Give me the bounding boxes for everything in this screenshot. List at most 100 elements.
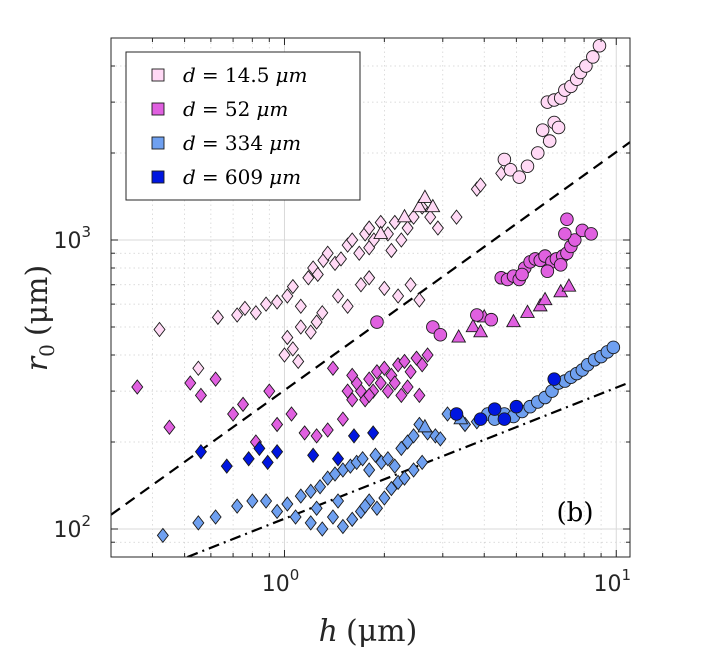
diamond-point [271,416,284,433]
diamond-point [253,440,266,457]
diamond-point [346,367,359,384]
legend-value: = 334 [202,131,263,155]
diamond-point [310,428,323,444]
diamond-point [388,214,401,231]
diamond-point [242,451,255,467]
diamond-point [416,454,429,471]
diamond-point [314,479,327,495]
diamond-point [395,232,408,248]
diamond-point [304,483,317,500]
x-tick-base: 10 [593,572,621,597]
diamond-point [367,425,380,441]
diamond-point [236,396,250,413]
circle-point [551,120,566,135]
triangle-point [411,198,427,213]
diamond-point [336,411,349,427]
diamond-point [192,515,205,531]
diamond-point [341,383,354,399]
x-tick-exponent: 1 [621,566,631,584]
y-tick-label: 102 [53,512,91,543]
diamond-point [413,292,426,308]
diamond-point [378,280,391,297]
legend-unit: μm [256,97,288,121]
triangle-point [425,198,441,213]
triangle-point [537,291,553,306]
diamond-point [304,515,317,531]
diamond-point [346,232,359,248]
diamond-point [286,341,299,357]
diamond-point [385,480,398,497]
circle-point [470,308,484,322]
diamond-point [421,347,434,363]
diamond-point [378,360,391,376]
legend-variable: d [183,165,196,189]
diamond-point [404,364,417,380]
diamond-point [292,353,305,370]
diamond-point [388,375,401,391]
diamond-point [401,379,414,395]
diamond-point [398,353,411,370]
triangle-point [519,304,535,318]
diamond-point [378,490,391,506]
circle-point [473,412,488,426]
y-axis-subscript: 0 [35,344,59,357]
diamond-point [271,503,284,520]
diamond-point [363,371,376,387]
circle-point [558,227,572,241]
circle-point [433,328,448,342]
diamond-point [331,451,345,467]
legend-label: d = 52 μm [183,97,288,121]
legend-variable: d [183,97,196,121]
circle-point [540,264,555,278]
diamond-point [346,511,359,528]
x-axis-unit: (μm) [346,614,417,649]
series-group [153,39,607,376]
diamond-point [263,383,276,399]
diamond-point [363,462,376,478]
circle-point [509,399,524,414]
diamond-point [431,220,444,236]
triangle-point [561,278,577,292]
legend-swatch [151,102,165,116]
circle-point [606,340,621,355]
x-tick-exponent: 0 [290,566,300,584]
legend-swatch [151,170,165,184]
legend-label: d = 609 μm [183,165,301,189]
diamond-point [184,375,197,391]
diamond-point [353,245,366,261]
circle-point [370,315,384,329]
diamond-point [310,314,323,330]
diamond-point [220,458,233,474]
diamond-point [407,462,420,478]
diamond-point [374,375,387,391]
diamond-point [370,500,383,516]
diamond-point [285,406,298,422]
triangle-point [396,208,413,223]
x-tick-base: 10 [262,572,290,597]
diamond-point [407,428,420,444]
diamond-point [356,451,369,467]
circle-point [520,159,535,173]
y-tick-exponent: 3 [81,223,91,241]
diamond-point [369,447,382,463]
diamond-point [381,383,394,399]
diamond-point [359,498,372,514]
legend-value: = 609 [202,165,263,189]
diamond-point [363,270,376,286]
diamond-point [347,428,361,444]
diamond-point [260,296,273,312]
y-axis-label: r0 (μm) [20,265,59,371]
y-axis-unit: (μm) [20,265,55,336]
circle-point [579,59,593,73]
diamond-point [131,379,144,395]
circle-point [547,372,561,386]
diamond-point [311,266,324,283]
legend-unit: μm [269,131,301,155]
circle-point [512,170,526,184]
circle-point [484,312,499,327]
diamond-point [395,387,408,404]
diamond-point [271,444,284,460]
diamond-point [294,488,307,504]
triangle-point [373,225,389,239]
